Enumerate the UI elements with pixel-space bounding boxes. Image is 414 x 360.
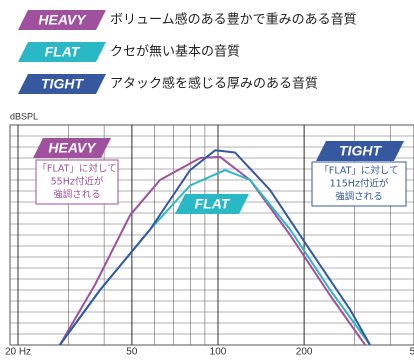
- badge: [33, 138, 111, 158]
- legend-description: ボリューム感のある豊かで重みのある音質: [110, 12, 357, 28]
- badge-label: TIGHT: [41, 76, 84, 92]
- badge-label: HEAVY: [48, 140, 97, 156]
- series-line: [58, 155, 367, 346]
- series-line: [58, 149, 371, 346]
- badge: [18, 42, 106, 62]
- badge-label: HEAVY: [38, 12, 87, 28]
- x-tick-label: 500: [410, 347, 414, 358]
- badge-label: TIGHT: [339, 143, 382, 159]
- annotation-box: [35, 159, 119, 205]
- badge: [316, 141, 404, 161]
- y-axis-label: dBSPL: [10, 111, 38, 121]
- annotation-text: 55Hz付近が: [51, 176, 104, 188]
- x-tick-label: 20 Hz: [5, 347, 31, 358]
- x-tick-label: 200: [296, 347, 313, 358]
- annotation-text: 強調される: [53, 189, 101, 201]
- badge-label: FLAT: [45, 44, 81, 60]
- annotation-text: 強調される: [335, 191, 383, 203]
- annotation-text: 「FLAT」に対して: [319, 165, 398, 177]
- badge: [18, 10, 106, 30]
- annotation-text: 「FLAT」に対して: [37, 163, 116, 175]
- legend-description: クセが無い基本の音質: [110, 44, 240, 60]
- badge: [18, 74, 106, 94]
- x-tick-label: 50: [126, 347, 138, 358]
- legend-description: アタック感を感じる厚みのある音質: [110, 76, 318, 92]
- badge-label: FLAT: [195, 196, 231, 212]
- x-tick-label: 100: [210, 347, 227, 358]
- badge: [175, 194, 249, 214]
- annotation-text: 115Hz付近が: [330, 178, 389, 190]
- annotation-box: [311, 161, 407, 207]
